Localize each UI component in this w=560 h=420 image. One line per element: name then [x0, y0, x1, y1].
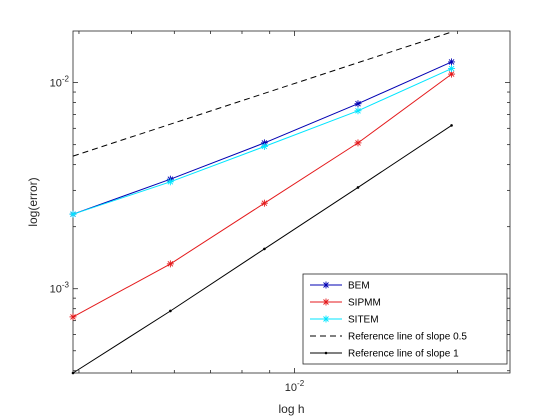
data-point-reference-line-of-slope-1 — [263, 247, 266, 251]
data-point-sipmm — [260, 199, 268, 207]
data-point-sitem — [166, 178, 174, 186]
data-point-sipmm — [354, 139, 362, 147]
minor-ticks — [73, 31, 510, 373]
legend-label: SITEM — [348, 315, 379, 326]
legend-label: Reference line of slope 0.5 — [348, 332, 467, 343]
legend: BEM SIPMM SITEM Reference line of slope 0.5… — [302, 273, 508, 365]
legend-label: SIPMM — [348, 298, 381, 309]
y-tick-label: 10-3 — [50, 281, 70, 296]
data-point-sitem — [260, 142, 268, 150]
data-point-sipmm — [166, 260, 174, 268]
data-point-reference-line-of-slope-1 — [169, 309, 172, 313]
legend-label: Reference line of slope 1 — [348, 349, 459, 360]
x-tick-label: 10-2 — [285, 379, 305, 394]
data-point-sitem — [69, 210, 77, 218]
data-point-bem — [354, 100, 362, 108]
legend-label: BEM — [348, 281, 370, 292]
x-axis-label: log h — [278, 402, 304, 416]
y-tick-label: 10-2 — [50, 75, 70, 90]
data-point-sitem — [354, 107, 362, 115]
legend-marker — [322, 298, 330, 306]
major-ticks: 10-2 10-3 10-2 — [50, 75, 305, 394]
data-point-sipmm — [69, 313, 77, 321]
legend-marker — [322, 315, 330, 323]
legend-marker — [324, 351, 328, 355]
data-point-bem — [448, 58, 456, 66]
data-point-reference-line-of-slope-1 — [71, 371, 75, 375]
data-point-reference-line-of-slope-1 — [450, 124, 453, 127]
y-axis-label: log(error) — [26, 177, 40, 226]
data-point-sitem — [448, 65, 456, 73]
series-line-reference-line-of-slope-0-5 — [72, 31, 452, 157]
data-point-reference-line-of-slope-1 — [356, 186, 360, 189]
series-layer — [69, 31, 456, 375]
legend-marker — [322, 281, 330, 289]
